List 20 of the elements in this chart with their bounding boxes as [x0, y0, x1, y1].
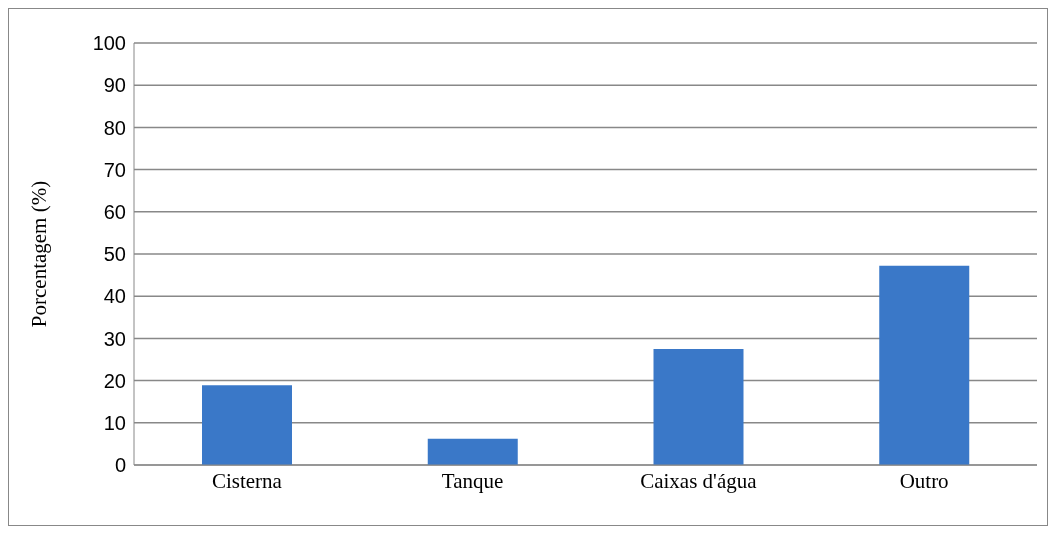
bar [653, 348, 744, 465]
x-tick-label: Caixas d'água [640, 468, 758, 493]
bar [202, 385, 292, 465]
x-tick-label: Tanque [441, 468, 504, 493]
y-axis-title: Porcentagem (%) [27, 180, 52, 328]
y-tick-label: 50 [103, 243, 126, 266]
bar [427, 438, 518, 465]
y-tick-label: 20 [103, 369, 126, 392]
y-tick-label: 0 [114, 454, 126, 477]
y-tick-label: 60 [103, 200, 126, 223]
y-tick-label: 90 [103, 74, 126, 97]
y-tick-label: 80 [103, 116, 126, 139]
bar [879, 265, 970, 465]
y-tick-label: 40 [103, 285, 126, 308]
y-tick-label: 30 [103, 327, 126, 350]
y-tick-label: 70 [103, 158, 126, 181]
y-tick-label: 10 [103, 411, 126, 434]
x-tick-label: Outro [899, 468, 949, 493]
x-tick-label: Cisterna [211, 468, 283, 493]
y-tick-label: 100 [92, 32, 126, 55]
